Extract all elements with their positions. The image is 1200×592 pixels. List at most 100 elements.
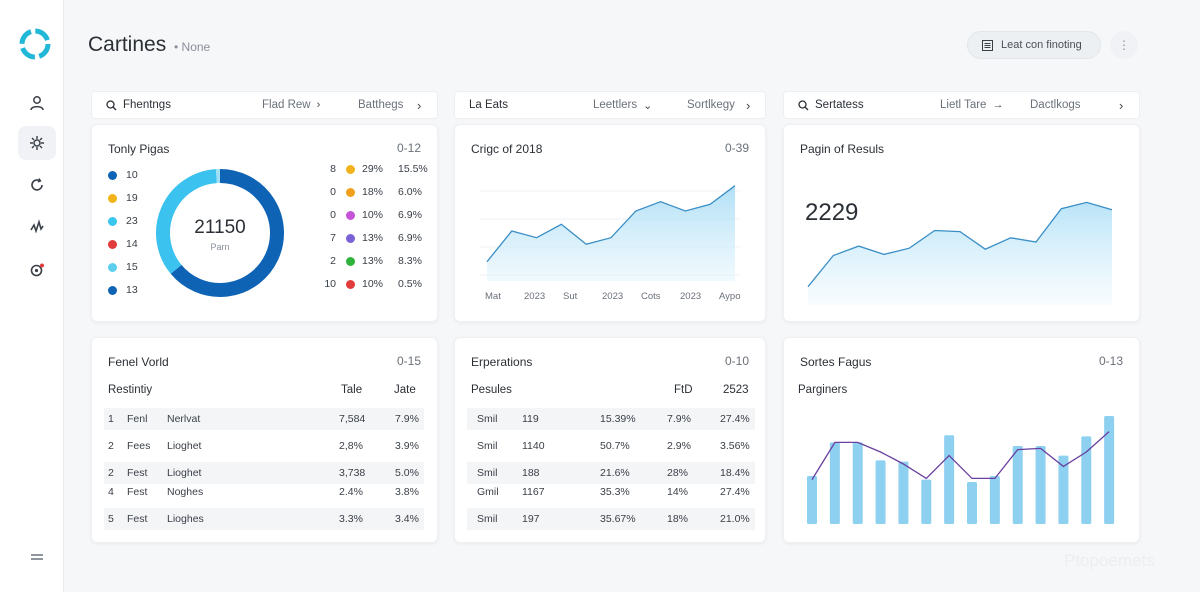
row-name: Smil: [477, 440, 498, 452]
tab-mid[interactable]: Leettlers ⌄: [593, 99, 652, 112]
chevron-right-icon: ›: [316, 99, 321, 111]
column-header[interactable]: Pesules: [471, 384, 512, 396]
row-number: 4: [108, 486, 114, 498]
column-header[interactable]: 2523: [723, 384, 749, 396]
row-share: 15.39%: [600, 413, 636, 425]
row-ftd: 18%: [667, 513, 689, 525]
chevron-right-icon[interactable]: ›: [746, 98, 751, 113]
row-name: Smil: [477, 413, 498, 425]
refresh-icon: [31, 178, 43, 191]
tab-left[interactable]: La Eats: [469, 99, 508, 111]
tab-search[interactable]: Fhentngs: [106, 99, 171, 111]
app-logo-icon[interactable]: [18, 27, 52, 61]
table2-card: Erperations 0-10 Pesules FtD 2523 Smil 11…: [454, 337, 766, 543]
row-percent: 3.4%: [395, 513, 419, 525]
card-badge: 0-39: [724, 141, 749, 155]
tab-mid[interactable]: Flad Rew ›: [262, 99, 320, 111]
table-row[interactable]: Smil 197 35.67% 18% 21.0%: [467, 508, 755, 530]
x-tick-label: Mat: [485, 291, 501, 302]
legend-value: 6.0%: [398, 186, 422, 198]
column-header[interactable]: Tale: [341, 384, 363, 396]
bar-8: [989, 476, 1000, 524]
column-header[interactable]: Jate: [394, 384, 416, 396]
row-count: 119: [522, 413, 539, 425]
bars-card: Sortes Fagus 0-13 Parginers: [783, 337, 1140, 543]
bar-12: [1081, 436, 1092, 524]
card-title: Pagin of Resuls: [800, 142, 885, 156]
table-row[interactable]: Gmil 1167 35.3% 14% 27.4%: [467, 481, 755, 503]
big-value: 2229: [805, 199, 859, 226]
row-percent: 3.8%: [395, 486, 419, 498]
row-share: 21.6%: [600, 467, 630, 479]
more-options-button[interactable]: ⋮: [1110, 31, 1138, 59]
bar-10: [1035, 446, 1046, 524]
sidebar: [0, 0, 64, 592]
legend-dot: [346, 256, 355, 266]
arrow-right-icon: →: [992, 99, 1004, 111]
row-ftd: 7.9%: [667, 413, 691, 425]
tab-right[interactable]: Dactlkogs: [1030, 99, 1081, 111]
legend-dot: [108, 239, 117, 249]
table-row[interactable]: Smil 188 21.6% 28% 18.4%: [467, 462, 755, 484]
tab-mid[interactable]: Lietl Tare →: [940, 99, 1003, 111]
column-header[interactable]: Restintiy: [108, 384, 153, 396]
sidebar-item-notifications[interactable]: [18, 253, 56, 287]
sidebar-item-chart[interactable]: [18, 210, 56, 244]
column-header[interactable]: FtD: [674, 384, 693, 396]
row-number: 1: [108, 413, 114, 425]
legend-value: 8.3%: [398, 255, 422, 267]
x-tick-label: 2023: [680, 291, 702, 302]
row-type: Noghes: [167, 486, 204, 498]
legend-percent: 18%: [362, 186, 384, 198]
legend-item: 13: [108, 284, 138, 296]
sidebar-item-user[interactable]: [18, 86, 56, 120]
breadcrumb: • None: [174, 40, 211, 54]
area-fill: [487, 185, 735, 281]
legend-percent: 10%: [362, 209, 384, 221]
donut-center-value: 21150: [194, 217, 246, 238]
legend-value: 19: [126, 192, 138, 204]
bar-chart: [807, 416, 1115, 524]
tab-right[interactable]: Batthegs: [358, 99, 403, 111]
table-row[interactable]: 1 Fenl Nerlvat 7,584 7.9%: [104, 408, 424, 430]
legend-dot: [346, 187, 355, 197]
legend-value: 23: [126, 215, 138, 227]
tab-label: Batthegs: [358, 99, 404, 111]
table-row[interactable]: 2 Fees Lioghet 2,8% 3.9%: [104, 435, 424, 457]
donut-segment-1: [156, 169, 218, 274]
table-row[interactable]: Smil 1140 50.7% 2.9% 3.56%: [467, 435, 755, 457]
card-badge: 0-12: [396, 141, 421, 155]
bar-4: [898, 461, 909, 524]
sidebar-menu[interactable]: [18, 540, 56, 574]
table-row[interactable]: 4 Fest Noghes 2.4% 3.8%: [104, 481, 424, 503]
legend-dot: [108, 193, 117, 203]
results-card: Pagin of Resuls 2229: [783, 124, 1140, 322]
tab-label: Flad Rew: [262, 99, 311, 111]
row-value: 2,8%: [339, 440, 363, 452]
card-title: Tonly Pigas: [108, 142, 170, 156]
table-row[interactable]: Smil 119 15.39% 7.9% 27.4%: [467, 408, 755, 430]
chevron-right-icon[interactable]: ›: [1119, 98, 1124, 113]
row-count: 197: [522, 513, 540, 525]
bar-7: [967, 482, 977, 524]
row-name: Fest: [127, 513, 148, 525]
sidebar-item-refresh[interactable]: [18, 168, 56, 202]
tab-right[interactable]: Sortlkegy: [687, 99, 735, 111]
legend-percent: 13%: [362, 255, 384, 267]
table-row[interactable]: 5 Fest Lioghes 3.3% 3.4%: [104, 508, 424, 530]
table-row[interactable]: 2 Fest Lioghet 3,738 5.0%: [104, 462, 424, 484]
series-line: [811, 431, 1110, 480]
tabbar-3: Sertatess Lietl Tare → Dactlkogs ›: [783, 91, 1140, 119]
header-action-button[interactable]: Leat con finoting: [967, 31, 1101, 59]
row-type: Lioghet: [167, 467, 202, 479]
chevron-right-icon[interactable]: ›: [417, 98, 422, 113]
donut-card: Tonly Pigas 0-12 10 19 23 14 15 13 21150 Parn…: [91, 124, 438, 322]
row-year: 27.4%: [720, 486, 750, 498]
row-percent: 5.0%: [395, 467, 419, 479]
tab-label: Leettlers: [593, 99, 638, 111]
row-name: Fest: [127, 486, 148, 498]
sidebar-item-settings[interactable]: [18, 126, 56, 160]
legend-item: 15: [108, 261, 138, 273]
legend-value: 15.5%: [398, 163, 428, 175]
tab-search[interactable]: Sertatess: [798, 99, 864, 111]
